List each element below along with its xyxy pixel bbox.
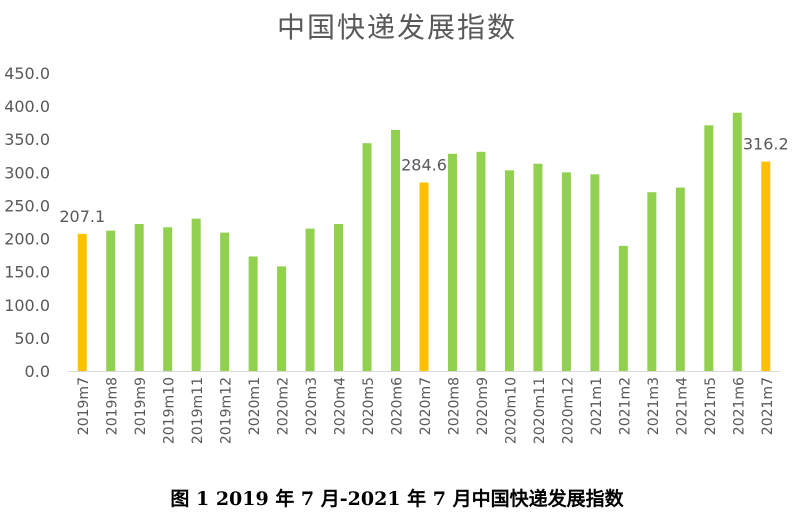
- bar: [391, 129, 401, 371]
- y-tick-label: 150.0: [4, 263, 50, 282]
- bar-highlight: [419, 182, 429, 371]
- bar-highlight: [761, 161, 771, 371]
- x-tick-label: 2021m6: [731, 377, 747, 435]
- x-tick-label: 2019m11: [190, 377, 206, 444]
- bar: [561, 172, 571, 371]
- bar: [732, 112, 742, 371]
- x-tick-label: 2021m1: [589, 377, 605, 435]
- x-tick-label: 2019m9: [133, 377, 149, 435]
- y-tick-label: 400.0: [4, 97, 50, 116]
- x-tick-label: 2021m5: [703, 377, 719, 435]
- x-tick-label: 2021m4: [674, 377, 690, 435]
- x-tick-label: 2021m2: [617, 377, 633, 435]
- bar: [476, 151, 486, 371]
- x-tick-label: 2021m7: [760, 377, 776, 435]
- x-tick-label: 2020m3: [304, 377, 320, 435]
- bar: [248, 256, 258, 371]
- y-tick-label: 50.0: [14, 329, 50, 348]
- bar: [362, 143, 372, 371]
- x-tick-label: 2020m10: [503, 377, 519, 444]
- x-tick-label: 2020m4: [333, 377, 349, 435]
- y-tick-label: 450.0: [4, 64, 50, 83]
- x-tick-label: 2021m3: [646, 377, 662, 435]
- bar: [618, 245, 628, 371]
- y-tick-label: 350.0: [4, 130, 50, 149]
- x-tick-label: 2019m7: [76, 377, 92, 435]
- x-tick-label: 2020m2: [276, 377, 292, 435]
- bar: [163, 227, 173, 371]
- x-tick-label: 2020m12: [560, 377, 576, 444]
- figure-caption: 图 1 2019 年 7 月-2021 年 7 月中国快递发展指数: [170, 488, 624, 510]
- bar: [647, 192, 657, 371]
- y-tick-label: 0.0: [25, 362, 50, 381]
- x-tick-label: 2019m8: [105, 377, 121, 435]
- bar-highlight: [77, 233, 87, 371]
- bar: [191, 218, 201, 371]
- y-tick-label: 250.0: [4, 196, 50, 215]
- x-tick-label: 2020m9: [475, 377, 491, 435]
- chart-title: 中国快递发展指数: [276, 11, 517, 44]
- bar: [590, 174, 600, 371]
- bar: [220, 232, 230, 371]
- data-label: 207.1: [59, 207, 105, 226]
- y-tick-label: 300.0: [4, 163, 50, 182]
- bar-chart: 0.0 50.0 100.0 150.0 200.0 250.0 300.0 350.0 400…: [4, 64, 789, 444]
- x-tick-label: 2020m1: [247, 377, 263, 435]
- x-tick-label: 2019m12: [219, 377, 235, 444]
- x-tick-label: 2020m7: [418, 377, 434, 435]
- bar: [504, 170, 514, 371]
- bar: [106, 230, 116, 371]
- x-tick-label: 2020m8: [446, 377, 462, 435]
- y-tick-label: 100.0: [4, 296, 50, 315]
- bar: [533, 163, 543, 371]
- x-tick-label: 2020m6: [390, 377, 406, 435]
- x-tick-label: 2019m10: [162, 377, 178, 444]
- bar: [277, 266, 287, 371]
- bar: [134, 223, 144, 371]
- bar: [334, 223, 344, 371]
- bar: [704, 125, 714, 371]
- data-label: 316.2: [743, 135, 789, 154]
- bar: [675, 187, 685, 371]
- bar: [447, 153, 457, 371]
- x-tick-label: 2020m5: [361, 377, 377, 435]
- y-tick-label: 200.0: [4, 230, 50, 249]
- bar: [305, 228, 315, 371]
- x-tick-label: 2020m11: [532, 377, 548, 444]
- data-label: 284.6: [401, 156, 447, 175]
